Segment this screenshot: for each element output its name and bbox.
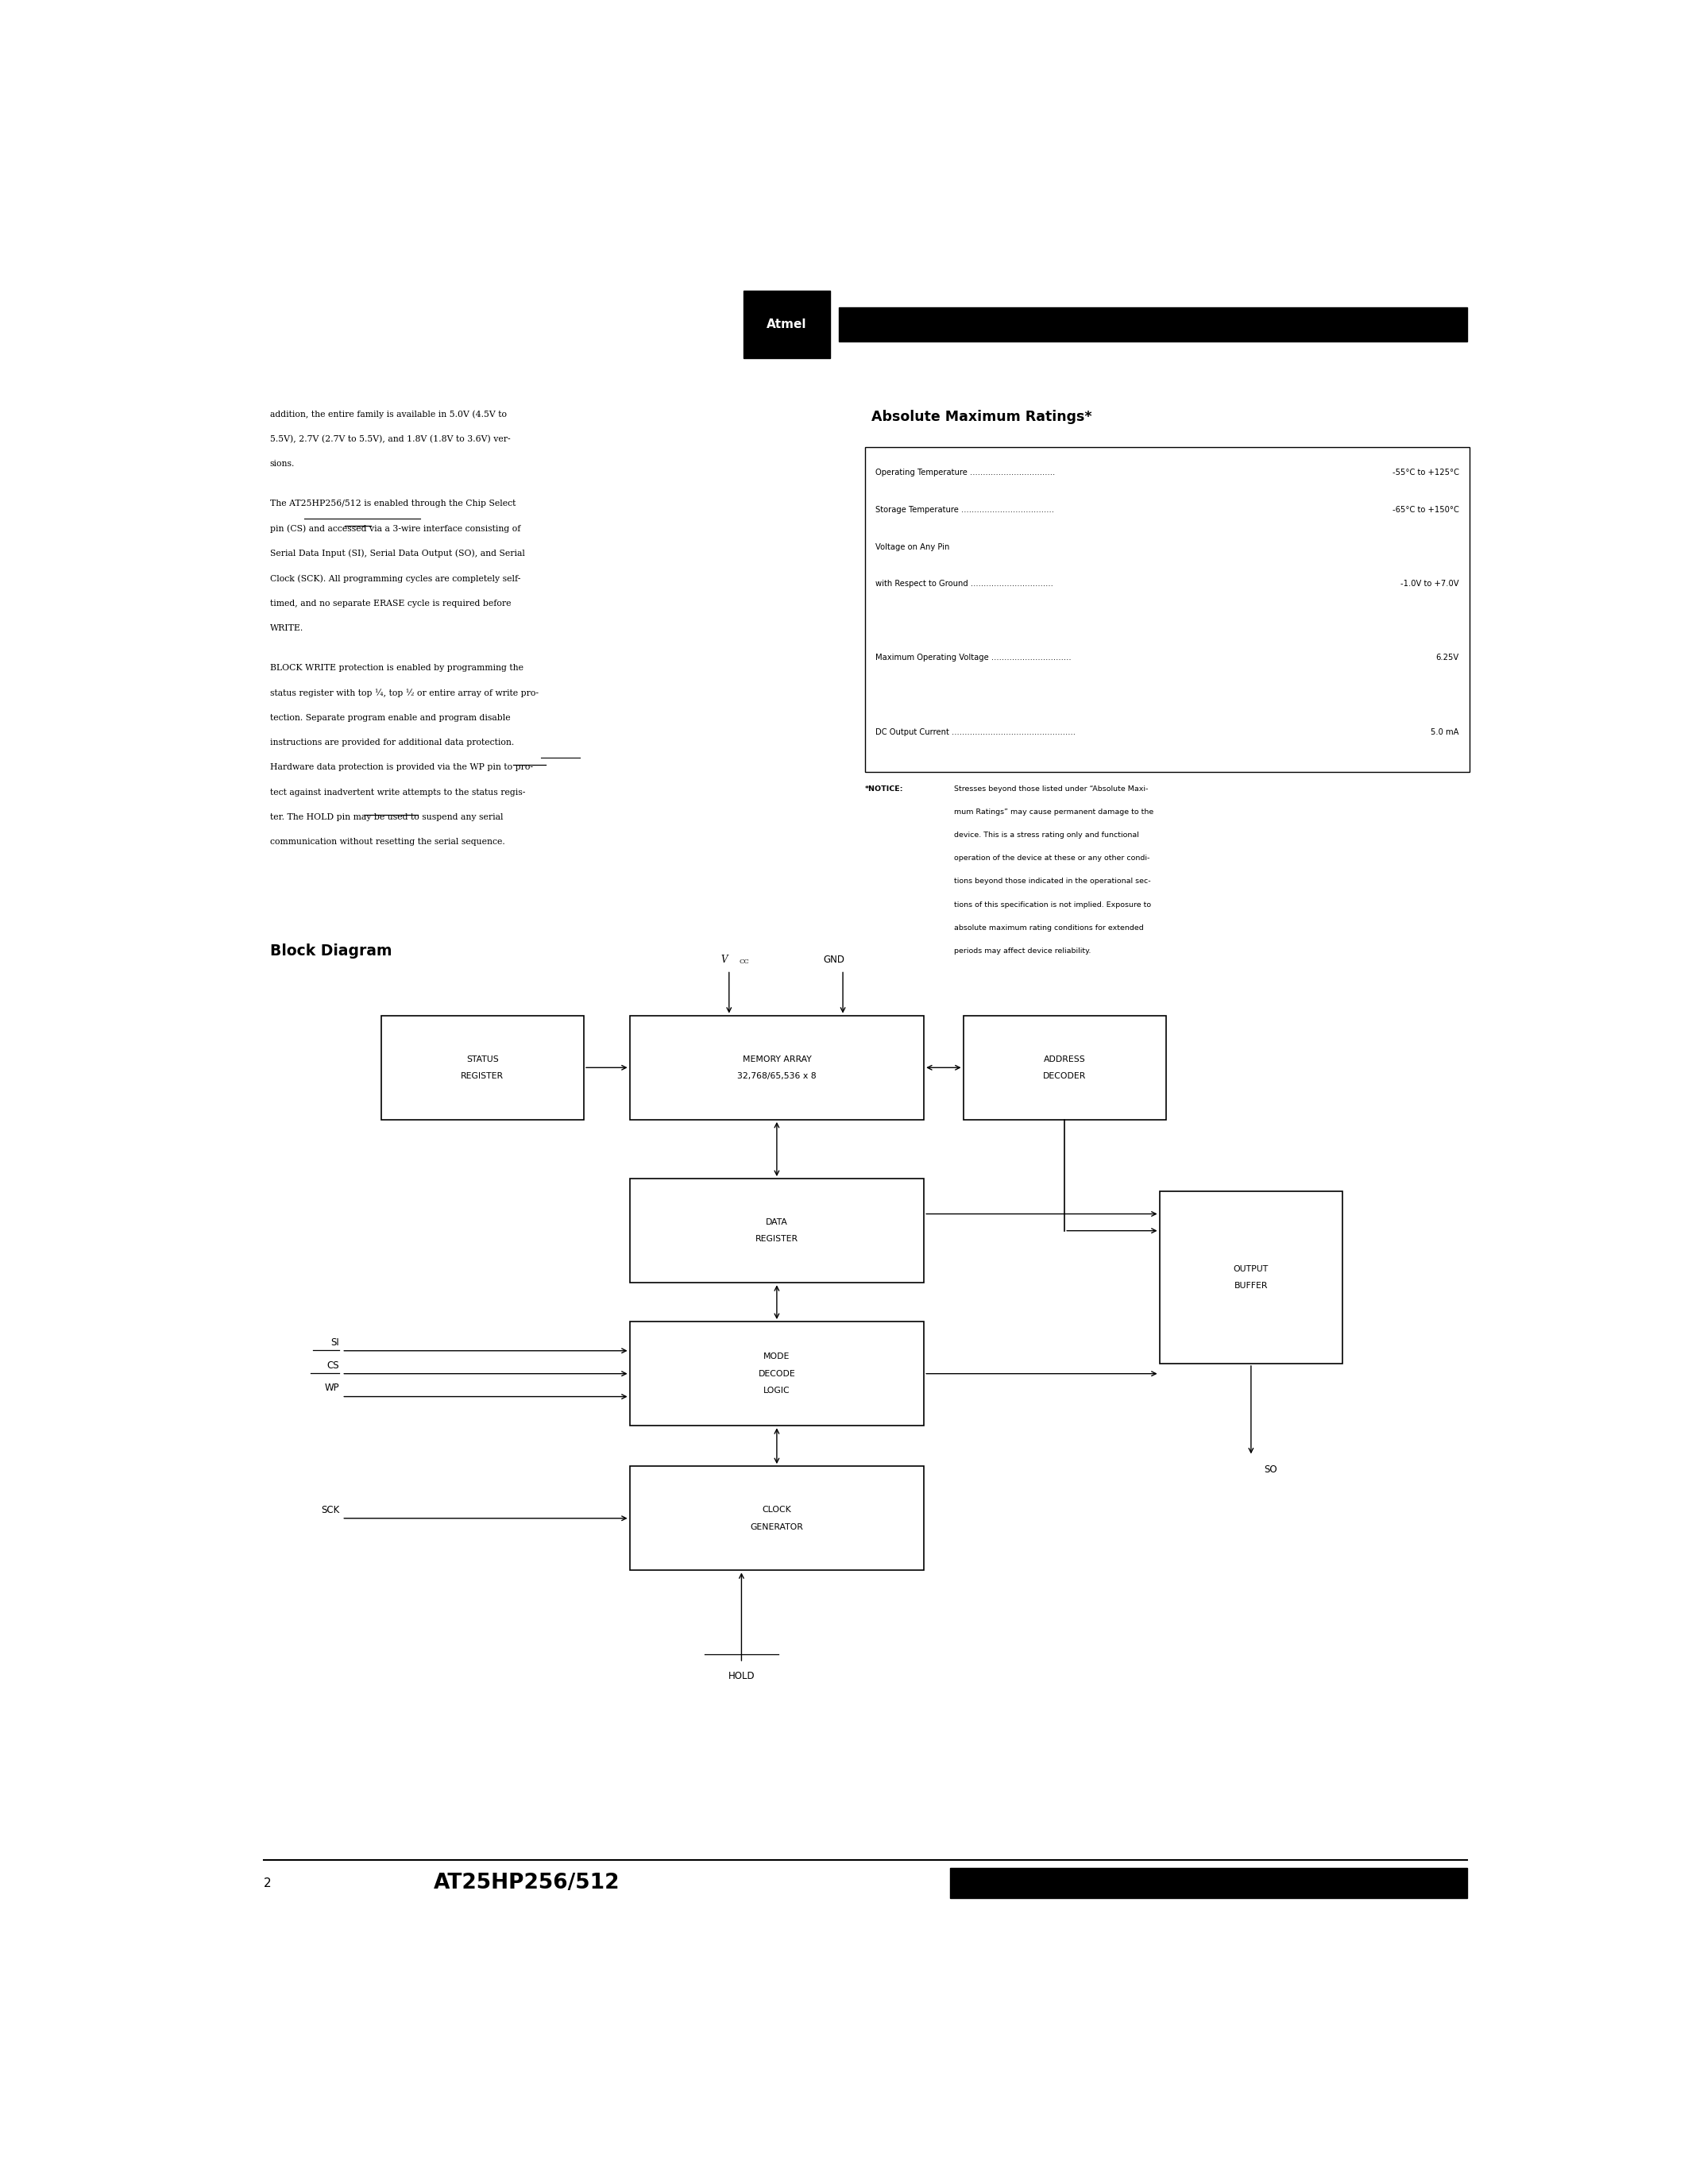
Text: operation of the device at these or any other condi-: operation of the device at these or any … <box>954 854 1150 863</box>
Text: ter. The HOLD pin may be used to suspend any serial: ter. The HOLD pin may be used to suspend… <box>270 812 503 821</box>
Text: CS: CS <box>327 1361 339 1369</box>
Text: 5.5V), 2.7V (2.7V to 5.5V), and 1.8V (1.8V to 3.6V) ver-: 5.5V), 2.7V (2.7V to 5.5V), and 1.8V (1.… <box>270 435 510 443</box>
Text: -65°C to +150°C: -65°C to +150°C <box>1393 507 1458 513</box>
Bar <box>630 1321 923 1426</box>
Text: MEMORY ARRAY: MEMORY ARRAY <box>743 1055 812 1064</box>
Text: absolute maximum rating conditions for extended: absolute maximum rating conditions for e… <box>954 924 1144 930</box>
Text: tions of this specification is not implied. Exposure to: tions of this specification is not impli… <box>954 902 1151 909</box>
Text: DATA: DATA <box>766 1219 788 1225</box>
Bar <box>381 1016 584 1120</box>
Text: periods may affect device reliability.: periods may affect device reliability. <box>954 948 1090 954</box>
Text: 32,768/65,536 x 8: 32,768/65,536 x 8 <box>738 1072 817 1081</box>
Text: SI: SI <box>331 1337 339 1348</box>
Text: The AT25HP256/512 is enabled through the Chip Select: The AT25HP256/512 is enabled through the… <box>270 500 515 507</box>
Text: addition, the entire family is available in 5.0V (4.5V to: addition, the entire family is available… <box>270 411 506 419</box>
Text: Stresses beyond those listed under “Absolute Maxi-: Stresses beyond those listed under “Abso… <box>954 784 1148 793</box>
Text: *NOTICE:: *NOTICE: <box>866 784 903 793</box>
Bar <box>866 448 1470 771</box>
Text: GENERATOR: GENERATOR <box>749 1522 803 1531</box>
Text: 5.0 mA: 5.0 mA <box>1431 727 1458 736</box>
Text: BLOCK WRITE protection is enabled by programming the: BLOCK WRITE protection is enabled by pro… <box>270 664 523 673</box>
Text: tect against inadvertent write attempts to the status regis-: tect against inadvertent write attempts … <box>270 788 525 797</box>
Text: -55°C to +125°C: -55°C to +125°C <box>1393 470 1458 476</box>
Text: REGISTER: REGISTER <box>461 1072 505 1081</box>
Text: WRITE.: WRITE. <box>270 625 304 631</box>
Text: DECODER: DECODER <box>1043 1072 1085 1081</box>
Text: HOLD: HOLD <box>728 1671 755 1682</box>
Text: mum Ratings” may cause permanent damage to the: mum Ratings” may cause permanent damage … <box>954 808 1153 815</box>
Bar <box>630 1465 923 1570</box>
Text: tions beyond those indicated in the operational sec-: tions beyond those indicated in the oper… <box>954 878 1151 885</box>
Text: communication without resetting the serial sequence.: communication without resetting the seri… <box>270 839 505 845</box>
Text: 6.25V: 6.25V <box>1436 653 1458 662</box>
Text: DC Output Current ................................................: DC Output Current ......................… <box>876 727 1075 736</box>
Text: with Respect to Ground ................................: with Respect to Ground .................… <box>876 581 1053 587</box>
Text: AT25HP256/512: AT25HP256/512 <box>434 1874 619 1894</box>
Text: Maximum Operating Voltage ...............................: Maximum Operating Voltage ..............… <box>876 653 1072 662</box>
Bar <box>839 308 1467 341</box>
Text: OUTPUT: OUTPUT <box>1234 1265 1269 1273</box>
Text: instructions are provided for additional data protection.: instructions are provided for additional… <box>270 738 513 747</box>
Text: Atmel: Atmel <box>766 319 807 330</box>
Text: REGISTER: REGISTER <box>755 1236 798 1243</box>
Bar <box>630 1179 923 1282</box>
Bar <box>743 290 830 358</box>
Text: ADDRESS: ADDRESS <box>1043 1055 1085 1064</box>
Bar <box>630 1016 923 1120</box>
Text: Voltage on Any Pin: Voltage on Any Pin <box>876 544 950 550</box>
Text: SCK: SCK <box>321 1505 339 1516</box>
Text: Serial Data Input (SI), Serial Data Output (SO), and Serial: Serial Data Input (SI), Serial Data Outp… <box>270 550 525 557</box>
Text: 2: 2 <box>263 1878 272 1889</box>
Text: DECODE: DECODE <box>758 1369 795 1378</box>
Text: Hardware data protection is provided via the WP pin to pro-: Hardware data protection is provided via… <box>270 764 533 771</box>
Text: Block Diagram: Block Diagram <box>270 943 392 959</box>
Text: GND: GND <box>824 954 844 965</box>
Text: BUFFER: BUFFER <box>1234 1282 1268 1291</box>
Text: CC: CC <box>739 959 749 965</box>
Bar <box>964 1016 1166 1120</box>
Text: Clock (SCK). All programming cycles are completely self-: Clock (SCK). All programming cycles are … <box>270 574 520 583</box>
Text: timed, and no separate ERASE cycle is required before: timed, and no separate ERASE cycle is re… <box>270 598 511 607</box>
Text: -1.0V to +7.0V: -1.0V to +7.0V <box>1401 581 1458 587</box>
Text: CLOCK: CLOCK <box>763 1505 792 1514</box>
Text: STATUS: STATUS <box>466 1055 498 1064</box>
Text: V: V <box>721 954 728 965</box>
Text: status register with top ¼, top ½ or entire array of write pro-: status register with top ¼, top ½ or ent… <box>270 688 538 697</box>
Text: MODE: MODE <box>763 1352 790 1361</box>
Text: sions.: sions. <box>270 461 295 467</box>
Text: pin (CS) and accessed via a 3-wire interface consisting of: pin (CS) and accessed via a 3-wire inter… <box>270 524 520 533</box>
Bar <box>950 1867 1467 1898</box>
Bar <box>1160 1192 1342 1363</box>
Text: tection. Separate program enable and program disable: tection. Separate program enable and pro… <box>270 714 510 721</box>
Text: Absolute Maximum Ratings*: Absolute Maximum Ratings* <box>871 411 1092 424</box>
Text: SO: SO <box>1264 1465 1278 1474</box>
Text: LOGIC: LOGIC <box>763 1387 790 1396</box>
Text: Operating Temperature .................................: Operating Temperature ..................… <box>876 470 1055 476</box>
Text: WP: WP <box>324 1382 339 1393</box>
Text: Storage Temperature ....................................: Storage Temperature ....................… <box>876 507 1055 513</box>
Text: device. This is a stress rating only and functional: device. This is a stress rating only and… <box>954 832 1139 839</box>
